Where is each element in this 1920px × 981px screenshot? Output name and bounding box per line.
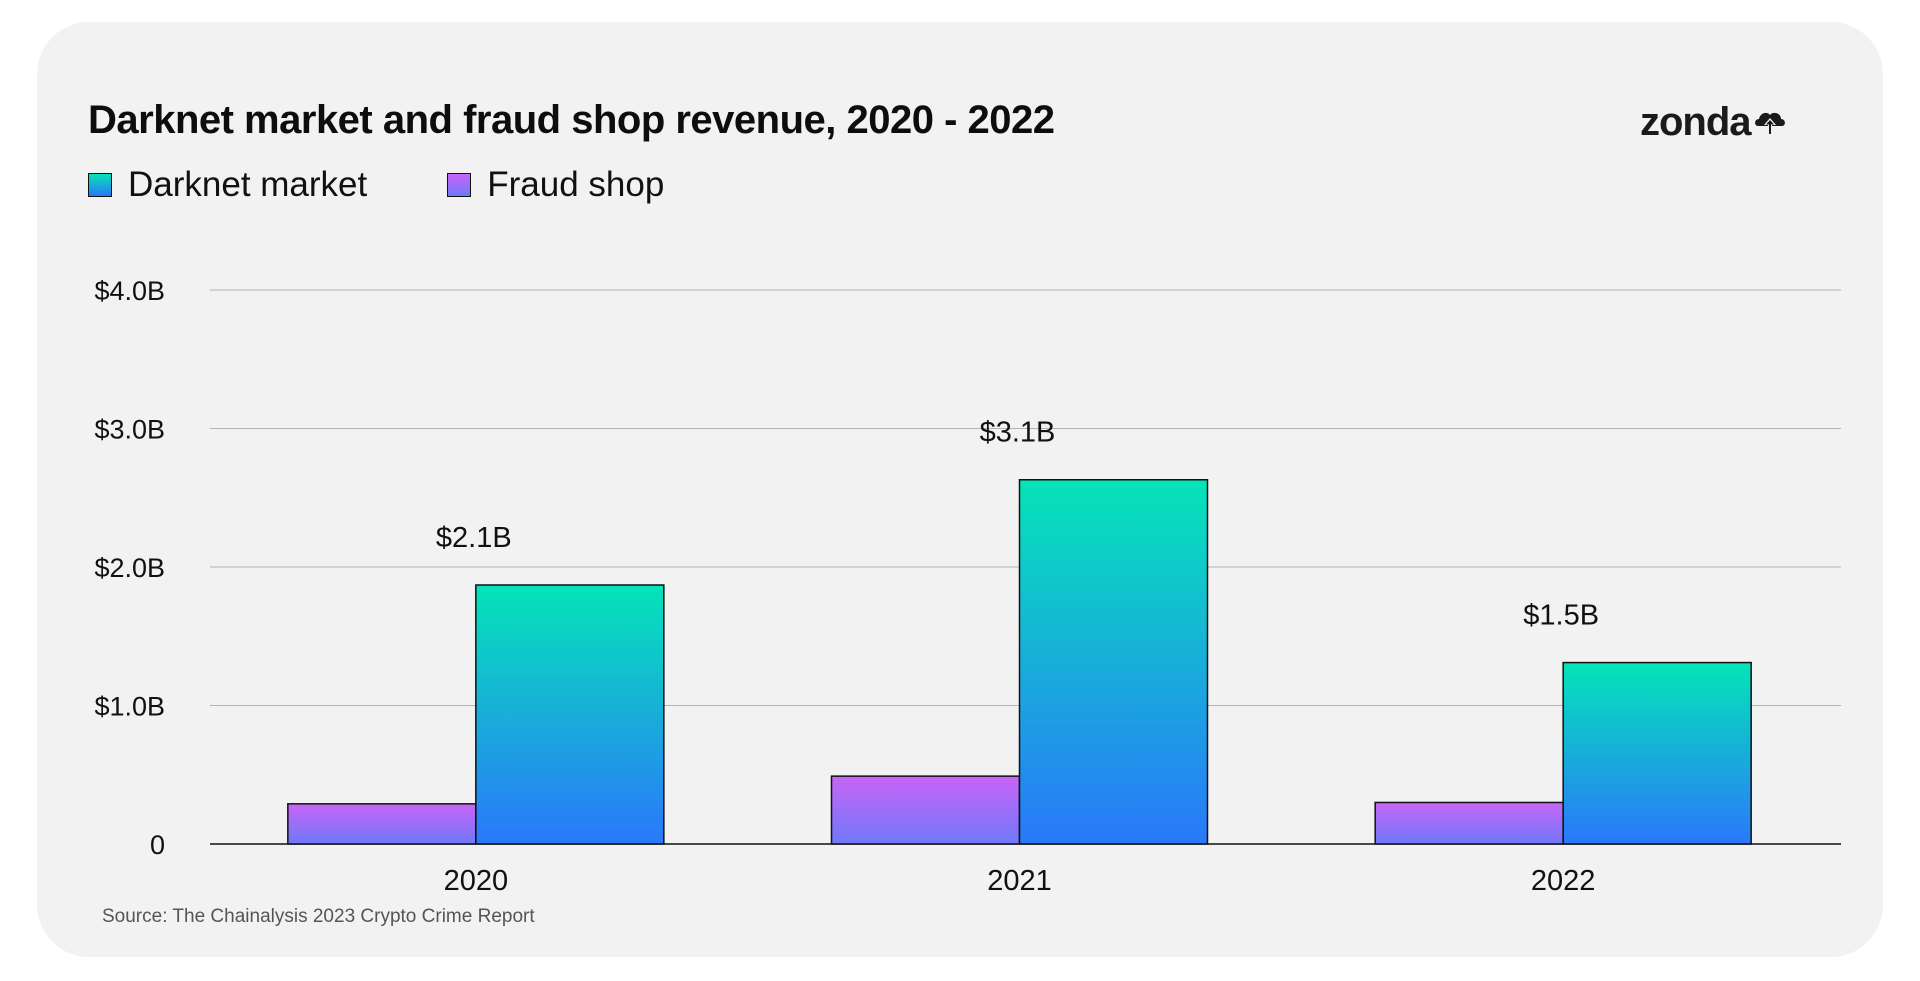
legend-item-darknet: Darknet market (88, 165, 367, 205)
x-category-label-2020: 2020 (444, 865, 509, 897)
bar-darknet-market-2022 (1562, 661, 1752, 845)
chart-title: Darknet market and fraud shop revenue, 2… (88, 98, 1055, 142)
legend-swatch-fraud (447, 173, 472, 197)
total-value-label-2022: $1.5B (1523, 600, 1599, 632)
x-axis-categories: 2020 2021 2022 (444, 865, 1596, 897)
y-tick-label: $1.0B (94, 692, 165, 722)
total-value-label-2021: $3.1B (980, 417, 1056, 449)
bar-fraud-shop-2020 (287, 803, 477, 845)
y-tick-label: $2.0B (94, 553, 165, 583)
bar-darknet-market-2020 (475, 584, 665, 845)
x-category-label-2022: 2022 (1531, 865, 1596, 897)
chart-legend: Darknet market Fraud shop (88, 165, 744, 205)
bar-darknet-market-2021 (1018, 478, 1209, 845)
legend-label-darknet: Darknet market (128, 165, 368, 204)
y-tick-label: $4.0B (94, 276, 165, 306)
y-axis-ticks: 0 $1.0B $2.0B $3.0B $4.0B (94, 276, 165, 860)
legend-label-fraud: Fraud shop (487, 165, 665, 204)
bars (287, 478, 1752, 845)
bar-fraud-shop-2022 (1374, 801, 1564, 845)
y-tick-label: $3.0B (94, 415, 165, 445)
data-labels: $2.1B $3.1B $1.5B (436, 417, 1599, 632)
total-value-label-2020: $2.1B (436, 522, 512, 554)
bar-fraud-shop-2021 (830, 775, 1021, 845)
source-note: Source: The Chainalysis 2023 Crypto Crim… (102, 906, 535, 927)
brand-logo: zonda (1640, 100, 1787, 145)
brand-name: zonda (1640, 100, 1752, 144)
legend-swatch-darknet (88, 173, 112, 197)
legend-item-fraud: Fraud shop (447, 165, 664, 205)
y-tick-label: 0 (150, 830, 165, 860)
cloud-arrow-icon (1754, 112, 1785, 135)
x-category-label-2021: 2021 (987, 865, 1052, 897)
